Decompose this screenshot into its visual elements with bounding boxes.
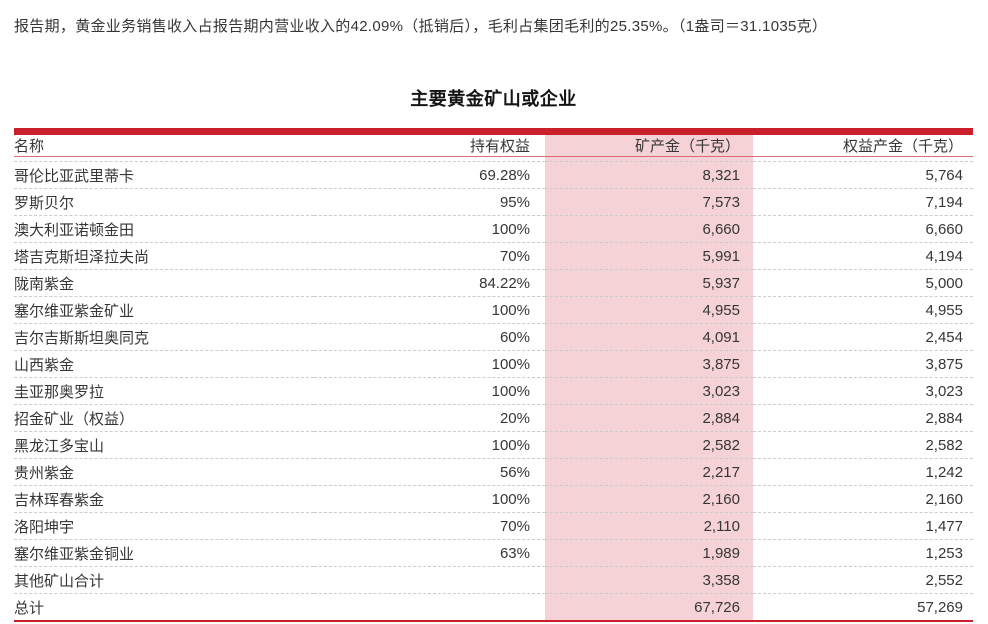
cell-attributable-gold: 3,023 — [753, 377, 973, 404]
table-row: 塔吉克斯坦泽拉夫尚 70% 5,991 4,194 — [14, 242, 973, 269]
table-row: 山西紫金 100% 3,875 3,875 — [14, 350, 973, 377]
cell-name: 黑龙江多宝山 — [14, 431, 314, 458]
cell-name: 塔吉克斯坦泽拉夫尚 — [14, 242, 314, 269]
cell-equity-held: 70% — [314, 512, 545, 539]
table-header-row: 名称 持有权益 矿产金（千克） 权益产金（千克） — [14, 135, 973, 157]
cell-attributable-gold: 2,454 — [753, 323, 973, 350]
table-row: 贵州紫金 56% 2,217 1,242 — [14, 458, 973, 485]
cell-name: 其他矿山合计 — [14, 566, 314, 593]
cell-name: 陇南紫金 — [14, 269, 314, 296]
col-header-name: 名称 — [14, 135, 314, 157]
table-row: 黑龙江多宝山 100% 2,582 2,582 — [14, 431, 973, 458]
cell-attributable-gold: 1,477 — [753, 512, 973, 539]
cell-equity-held: 100% — [314, 350, 545, 377]
cell-mined-gold: 6,660 — [545, 215, 753, 242]
col-header-mined-gold: 矿产金（千克） — [545, 135, 753, 157]
cell-name: 澳大利亚诺顿金田 — [14, 215, 314, 242]
cell-equity-held: 100% — [314, 431, 545, 458]
cell-attributable-gold: 4,194 — [753, 242, 973, 269]
cell-equity-held: 56% — [314, 458, 545, 485]
table-row: 吉尔吉斯斯坦奥同克 60% 4,091 2,454 — [14, 323, 973, 350]
table-row: 其他矿山合计 3,358 2,552 — [14, 566, 973, 593]
cell-attributable-gold: 2,884 — [753, 404, 973, 431]
table-title: 主要黄金矿山或企业 — [410, 89, 577, 109]
cell-attributable-gold: 4,955 — [753, 296, 973, 323]
table-row: 塞尔维亚紫金矿业 100% 4,955 4,955 — [14, 296, 973, 323]
table-row: 澳大利亚诺顿金田 100% 6,660 6,660 — [14, 215, 973, 242]
cell-mined-gold: 4,091 — [545, 323, 753, 350]
cell-attributable-gold: 57,269 — [753, 593, 973, 620]
table-row: 吉林珲春紫金 100% 2,160 2,160 — [14, 485, 973, 512]
table-row: 圭亚那奥罗拉 100% 3,023 3,023 — [14, 377, 973, 404]
cell-attributable-gold: 6,660 — [753, 215, 973, 242]
cell-attributable-gold: 5,764 — [753, 161, 973, 188]
table-top-rule — [14, 128, 973, 135]
cell-name: 贵州紫金 — [14, 458, 314, 485]
cell-equity-held: 63% — [314, 539, 545, 566]
header-gap-row — [14, 157, 973, 161]
table-row: 洛阳坤宇 70% 2,110 1,477 — [14, 512, 973, 539]
gold-mines-table: 名称 持有权益 矿产金（千克） 权益产金（千克） 哥伦比亚武里蒂卡 69.28% 8… — [14, 135, 973, 622]
col-header-equity-held: 持有权益 — [314, 135, 545, 157]
cell-name: 总计 — [14, 593, 314, 620]
cell-mined-gold: 2,110 — [545, 512, 753, 539]
cell-attributable-gold: 3,875 — [753, 350, 973, 377]
cell-equity-held: 84.22% — [314, 269, 545, 296]
cell-mined-gold: 2,884 — [545, 404, 753, 431]
cell-attributable-gold: 2,582 — [753, 431, 973, 458]
cell-equity-held: 60% — [314, 323, 545, 350]
intro-paragraph: 报告期，黄金业务销售收入占报告期内营业收入的42.09%（抵销后），毛利占集团毛… — [14, 18, 828, 35]
cell-mined-gold: 4,955 — [545, 296, 753, 323]
table-row: 塞尔维亚紫金铜业 63% 1,989 1,253 — [14, 539, 973, 566]
cell-mined-gold: 3,023 — [545, 377, 753, 404]
cell-name: 罗斯贝尔 — [14, 188, 314, 215]
cell-mined-gold: 2,160 — [545, 485, 753, 512]
cell-equity-held: 95% — [314, 188, 545, 215]
cell-name: 塞尔维亚紫金铜业 — [14, 539, 314, 566]
col-header-attributable-gold: 权益产金（千克） — [753, 135, 973, 157]
cell-name: 吉林珲春紫金 — [14, 485, 314, 512]
cell-mined-gold: 3,358 — [545, 566, 753, 593]
cell-equity-held: 70% — [314, 242, 545, 269]
cell-attributable-gold: 1,242 — [753, 458, 973, 485]
cell-equity-held: 100% — [314, 377, 545, 404]
table-row: 哥伦比亚武里蒂卡 69.28% 8,321 5,764 — [14, 161, 973, 188]
cell-attributable-gold: 7,194 — [753, 188, 973, 215]
cell-mined-gold: 1,989 — [545, 539, 753, 566]
table-row: 陇南紫金 84.22% 5,937 5,000 — [14, 269, 973, 296]
cell-mined-gold: 67,726 — [545, 593, 753, 620]
cell-equity-held: 69.28% — [314, 161, 545, 188]
table-row: 总计 67,726 57,269 — [14, 593, 973, 620]
cell-name: 哥伦比亚武里蒂卡 — [14, 161, 314, 188]
cell-mined-gold: 5,937 — [545, 269, 753, 296]
cell-mined-gold: 2,217 — [545, 458, 753, 485]
cell-equity-held — [314, 566, 545, 593]
cell-equity-held: 100% — [314, 296, 545, 323]
cell-attributable-gold: 1,253 — [753, 539, 973, 566]
cell-name: 塞尔维亚紫金矿业 — [14, 296, 314, 323]
cell-mined-gold: 7,573 — [545, 188, 753, 215]
table-row: 罗斯贝尔 95% 7,573 7,194 — [14, 188, 973, 215]
cell-name: 吉尔吉斯斯坦奥同克 — [14, 323, 314, 350]
cell-attributable-gold: 2,160 — [753, 485, 973, 512]
cell-mined-gold: 3,875 — [545, 350, 753, 377]
cell-equity-held: 100% — [314, 485, 545, 512]
cell-attributable-gold: 2,552 — [753, 566, 973, 593]
table-row: 招金矿业（权益） 20% 2,884 2,884 — [14, 404, 973, 431]
cell-name: 洛阳坤宇 — [14, 512, 314, 539]
cell-equity-held: 20% — [314, 404, 545, 431]
cell-name: 山西紫金 — [14, 350, 314, 377]
cell-attributable-gold: 5,000 — [753, 269, 973, 296]
cell-mined-gold: 2,582 — [545, 431, 753, 458]
cell-equity-held: 100% — [314, 215, 545, 242]
cell-equity-held — [314, 593, 545, 620]
cell-mined-gold: 8,321 — [545, 161, 753, 188]
cell-mined-gold: 5,991 — [545, 242, 753, 269]
cell-name: 圭亚那奥罗拉 — [14, 377, 314, 404]
cell-name: 招金矿业（权益） — [14, 404, 314, 431]
